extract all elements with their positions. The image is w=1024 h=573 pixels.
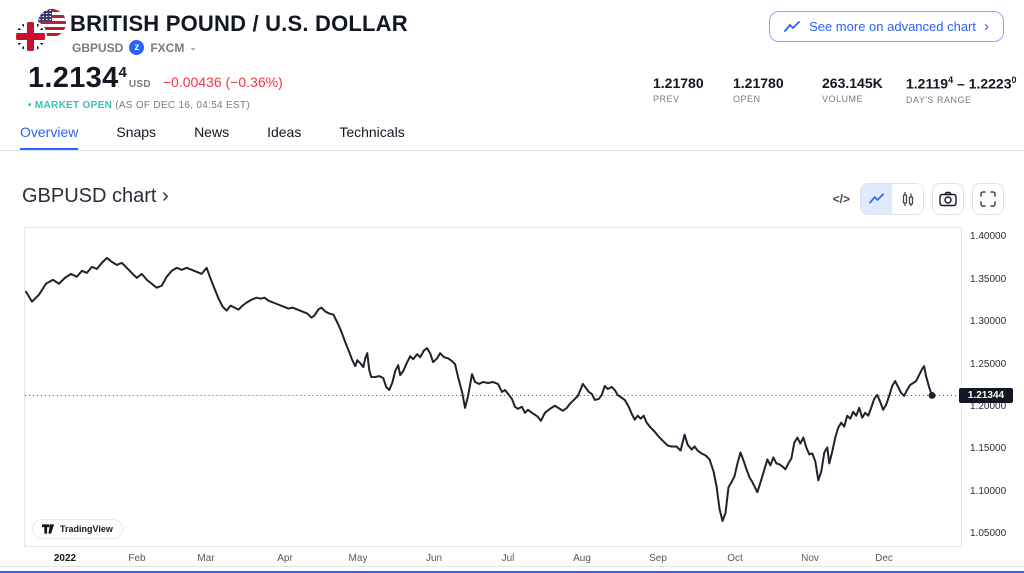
- price-tick: 1.25000: [970, 358, 1007, 370]
- stat-day-s-range: 1.21194 – 1.22230 DAY'S RANGE: [906, 75, 1017, 105]
- time-tick: 2022: [53, 553, 77, 564]
- stat-volume: 263.145K VOLUME: [822, 75, 883, 104]
- chart-type-switch: [860, 183, 924, 215]
- stat-prev: 1.21780 PREV: [653, 75, 704, 104]
- uk-flag-icon: [16, 22, 45, 51]
- stat-open: 1.21780 OPEN: [733, 75, 784, 104]
- as-of-timestamp: (AS OF DEC 16, 04:54 EST): [115, 100, 250, 111]
- line-chart-icon: [784, 20, 801, 33]
- time-tick: Dec: [875, 553, 893, 564]
- chart-area: 1.40000 1.35000 1.30000 1.25000 1.20000 1.150…: [0, 227, 1024, 573]
- line-chart-toggle[interactable]: [861, 184, 892, 214]
- tab-news[interactable]: News: [194, 124, 230, 140]
- price-currency: USD: [128, 79, 151, 90]
- time-tick: Mar: [197, 553, 215, 564]
- price-tick: 1.10000: [970, 485, 1007, 497]
- chart-section-title[interactable]: GBPUSD chart ›: [22, 185, 169, 207]
- market-status-row: • MARKET OPEN (AS OF DEC 16, 04:54 EST): [28, 100, 250, 111]
- tab-ideas[interactable]: Ideas: [267, 124, 302, 140]
- tab-technicals[interactable]: Technicals: [339, 124, 405, 140]
- time-tick: Sep: [649, 553, 667, 564]
- tradingview-attribution[interactable]: TradingView: [32, 519, 123, 539]
- advanced-chart-button[interactable]: See more on advanced chart ›: [769, 11, 1004, 42]
- price-tick: 1.15000: [970, 443, 1007, 455]
- price-chart-plot[interactable]: [24, 227, 962, 547]
- tradingview-logo-text: TradingView: [60, 524, 113, 534]
- candlestick-icon: [900, 191, 916, 207]
- price-tick: 1.30000: [970, 316, 1007, 328]
- advanced-chart-label: See more on advanced chart: [809, 19, 976, 34]
- time-tick: May: [348, 553, 368, 564]
- time-tick: Nov: [801, 553, 819, 564]
- price-tick: 1.35000: [970, 273, 1007, 285]
- price-tick: 1.40000: [970, 231, 1007, 243]
- candlestick-toggle[interactable]: [892, 184, 923, 214]
- symbol-label: GBPUSD: [72, 40, 124, 55]
- line-chart-icon: [868, 193, 885, 205]
- symbol-source-dropdown[interactable]: GBPUSD z FXCM ⌄: [72, 40, 197, 55]
- fullscreen-button[interactable]: [972, 183, 1004, 215]
- tab-overview[interactable]: Overview: [20, 124, 79, 151]
- time-tick: Jul: [501, 553, 515, 564]
- time-tick: Oct: [727, 553, 743, 564]
- fxcm-badge-icon: z: [129, 40, 145, 55]
- chart-toolbar: </>: [833, 183, 1004, 215]
- price-tick: 1.20000: [970, 400, 1007, 412]
- embed-code-icon[interactable]: </>: [832, 192, 850, 206]
- market-status: MARKET OPEN: [34, 100, 113, 111]
- tabs: Overview Snaps News Ideas Technicals: [20, 124, 405, 151]
- fullscreen-icon: [980, 191, 996, 207]
- time-tick: Feb: [128, 553, 146, 564]
- time-tick: Jun: [425, 553, 443, 564]
- chevron-right-icon: ›: [984, 18, 989, 35]
- bottom-accent-bar: [0, 571, 1024, 573]
- price-tick: 1.05000: [970, 528, 1007, 540]
- snapshot-button[interactable]: [932, 183, 964, 215]
- price-value: 1.2134: [28, 62, 119, 94]
- pair-flags-logo: [16, 9, 68, 51]
- time-tick: Aug: [573, 553, 591, 564]
- tab-snaps[interactable]: Snaps: [116, 124, 157, 140]
- bottom-divider: [0, 566, 1024, 567]
- price-fraction: 4: [118, 64, 127, 81]
- last-price-badge: 1.21344: [959, 388, 1013, 403]
- price-line-chart: [25, 256, 961, 522]
- exchange-label: FXCM: [150, 40, 185, 55]
- price-change: −0.00436 (−0.36%): [162, 74, 283, 90]
- status-dot: •: [28, 100, 32, 111]
- quote-price: 1.2134 4 USD −0.00436 (−0.36%): [28, 62, 283, 95]
- chevron-down-icon: ⌄: [189, 42, 197, 52]
- page-title: BRITISH POUND / U.S. DOLLAR: [70, 11, 408, 36]
- time-tick: Apr: [277, 553, 293, 564]
- camera-icon: [939, 191, 957, 207]
- tabs-divider: [0, 150, 1024, 151]
- tradingview-logo-icon: [42, 524, 55, 534]
